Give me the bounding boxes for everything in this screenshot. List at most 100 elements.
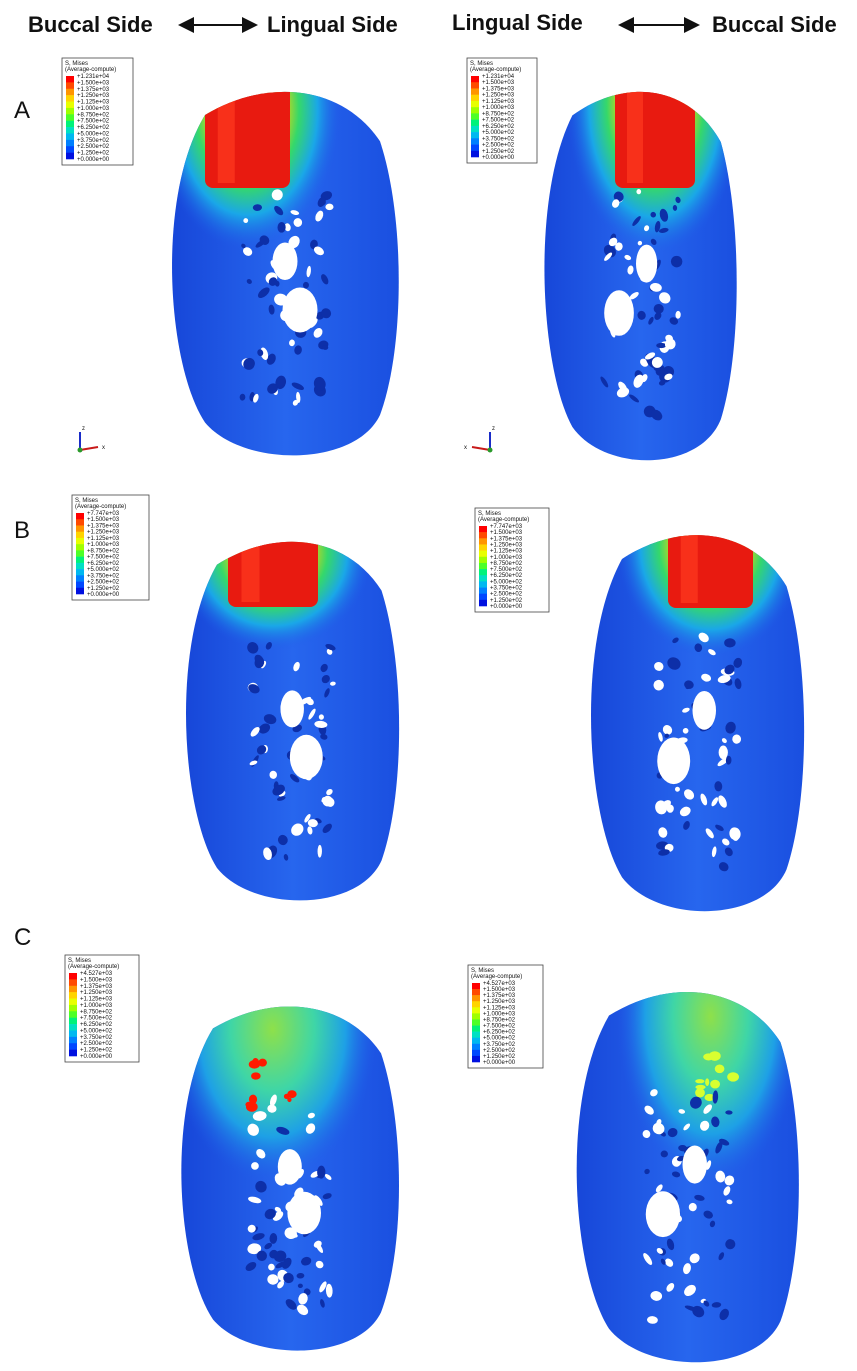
legend-value: +1.125e+03 (87, 536, 120, 542)
legend-band (69, 1030, 77, 1037)
legend-band (66, 76, 74, 83)
legend-band (479, 581, 487, 587)
legend-band (69, 986, 77, 993)
legend-band (471, 76, 479, 83)
legend-value: +1.000e+03 (87, 542, 120, 548)
legend-value: +1.250e+03 (77, 93, 110, 99)
legend-value: +1.125e+03 (77, 100, 110, 106)
legend-value: +8.750e+02 (482, 111, 515, 117)
legend-value: +1.000e+03 (490, 555, 523, 561)
legend-value: +1.375e+03 (87, 523, 120, 529)
legend-band (69, 973, 77, 980)
legend-value: +2.500e+02 (77, 144, 110, 150)
legend-band (66, 153, 74, 160)
axis-label: x (464, 445, 467, 451)
legend-value: +7.500e+02 (80, 1016, 113, 1022)
legend-value: +8.750e+02 (87, 548, 120, 554)
cavity (646, 1191, 680, 1237)
legend-value: +5.000e+02 (77, 131, 110, 137)
legend-band (76, 525, 84, 532)
legend-band (69, 1018, 77, 1025)
legend-value: +1.000e+03 (77, 106, 110, 112)
legend-band (471, 151, 479, 158)
legend-band (471, 101, 479, 108)
legend-value: +0.000e+00 (80, 1054, 113, 1060)
legend-value: +1.375e+03 (482, 86, 515, 92)
cavity (290, 735, 323, 779)
legend-band (66, 82, 74, 89)
legend-band (479, 532, 487, 538)
panel: S, Mises(Average-compute)+1.231e+04+1.50… (62, 0, 399, 455)
legend-band (471, 82, 479, 89)
legend-value: +1.375e+03 (77, 87, 110, 93)
cavity (636, 245, 657, 283)
panel: S, Mises(Average-compute)+7.747e+03+1.50… (72, 474, 399, 900)
legend-band (66, 89, 74, 96)
legend-value: +5.000e+02 (490, 579, 523, 585)
row-label: A (14, 97, 30, 124)
stress-spot (695, 1079, 704, 1083)
axis-origin (488, 448, 493, 453)
stress-glow (617, 882, 804, 1218)
legend-band (479, 588, 487, 594)
legend-band (472, 989, 480, 995)
axis-label: x (102, 445, 105, 451)
legend-subtitle: (Average-compute) (478, 517, 529, 523)
legend-band (472, 1032, 480, 1038)
legend-value: +3.750e+02 (77, 138, 110, 144)
stress-peak-shade (242, 527, 260, 602)
stress-spot (715, 1064, 725, 1073)
stress-spot (695, 1088, 705, 1098)
stress-glow (168, 906, 377, 1214)
cavity (283, 288, 318, 333)
header-right: Lingual Side Buccal Side (452, 10, 837, 37)
header-text: Buccal Side (28, 12, 153, 37)
legend-value: +1.250e+03 (87, 530, 120, 536)
legend-value: +1.250e+03 (482, 93, 515, 99)
legend-band (472, 1026, 480, 1032)
stress-spot (287, 1097, 291, 1102)
legend-value: +5.000e+02 (80, 1028, 113, 1034)
legend-value: +1.125e+03 (482, 99, 515, 105)
legend-value: +5.000e+02 (482, 130, 515, 136)
legend-value: +7.500e+02 (87, 555, 120, 561)
legend-value: +7.747e+03 (490, 524, 523, 530)
stress-spot (709, 1051, 721, 1061)
cavity (287, 1192, 321, 1235)
legend-value: +1.250e+02 (80, 1048, 113, 1054)
legend-band (69, 1043, 77, 1050)
legend-band (479, 563, 487, 569)
legend-value: +1.231e+04 (482, 74, 515, 80)
legend-band (479, 594, 487, 600)
legend-band (76, 519, 84, 526)
panel: S, Mises(Average-compute)+7.747e+03+1.50… (475, 456, 804, 911)
cavity (278, 1149, 302, 1185)
legend-band (471, 113, 479, 120)
stress-spot (727, 1072, 739, 1081)
legend-value: +0.000e+00 (77, 157, 110, 163)
header-left: Buccal Side Lingual Side (28, 12, 398, 37)
legend-value: +1.125e+03 (490, 549, 523, 555)
legend-value: +2.500e+02 (482, 143, 515, 149)
legend-band (76, 557, 84, 564)
axis-x (472, 447, 490, 450)
legend-value: +6.250e+02 (80, 1022, 113, 1028)
legend-band (76, 588, 84, 595)
legend-band (472, 1001, 480, 1007)
legend-subtitle: (Average-compute) (75, 504, 126, 510)
legend-band (472, 1044, 480, 1050)
axis-label: z (82, 426, 85, 432)
legend-band (76, 569, 84, 576)
legend-band (69, 1011, 77, 1018)
legend-band (66, 95, 74, 102)
legend-band (472, 1056, 480, 1062)
legend-value: +1.500e+03 (482, 80, 515, 86)
legend-value: +1.500e+03 (490, 530, 523, 536)
legend-value: +1.250e+02 (490, 598, 523, 604)
cavity (273, 243, 298, 281)
legend-value: +1.000e+03 (80, 1003, 113, 1009)
legend-value: +8.750e+02 (77, 112, 110, 118)
legend-band (472, 995, 480, 1001)
legend-band (66, 108, 74, 115)
pore (298, 1284, 303, 1288)
